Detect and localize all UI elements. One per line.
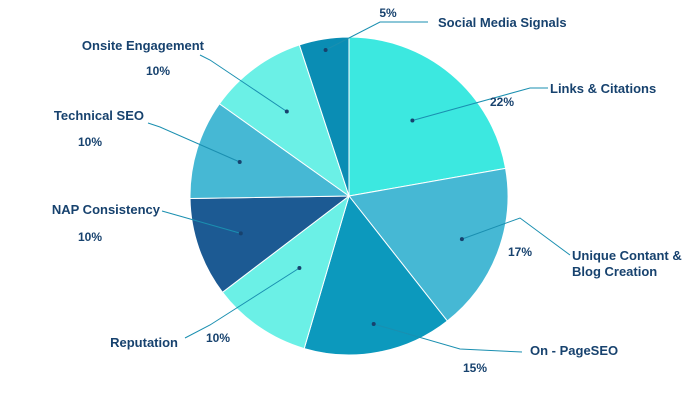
leader-line-links-citations <box>412 87 548 121</box>
leader-line-on-pageseo <box>373 323 523 353</box>
leader-dot-links-citations <box>410 118 415 123</box>
slice-percent-reputation: 10% <box>206 331 230 345</box>
slice-label-technical-seo: Technical SEO <box>54 108 144 123</box>
pie-slice-social-media-signals <box>298 36 350 197</box>
leader-line-reputation <box>184 267 300 339</box>
slice-percent-onsite-engagement: 10% <box>146 64 170 78</box>
pie-slice-on-pageseo <box>303 194 448 356</box>
pie-slice-technical-seo <box>189 103 351 200</box>
leader-dot-onsite-engagement <box>284 109 289 114</box>
pie-slice-reputation <box>221 194 350 350</box>
slice-label-unique-contant-blog-creation: Unique Contant & Blog Creation <box>572 248 682 279</box>
slice-percent-links-citations: 22% <box>490 95 514 109</box>
pie-slice-nap-consistency <box>189 195 351 293</box>
slice-percent-on-pageseo: 15% <box>463 361 487 375</box>
leader-line-unique-contant-blog-creation <box>461 217 571 256</box>
leader-dot-on-pageseo <box>371 322 376 326</box>
leader-line-technical-seo <box>147 122 240 163</box>
leader-dot-nap-consistency <box>238 231 243 236</box>
pie-slices <box>189 36 509 356</box>
slice-percent-technical-seo: 10% <box>78 135 102 149</box>
slice-label-onsite-engagement: Onsite Engagement <box>82 38 205 53</box>
slice-label-social-media-signals: Social Media Signals <box>438 15 567 30</box>
leader-lines <box>147 21 571 353</box>
slice-percent-social-media-signals: 5% <box>379 6 397 20</box>
slice-label-on-pageseo: On - PageSEO <box>530 343 618 358</box>
leader-dot-technical-seo <box>237 160 242 164</box>
slice-percent-unique-contant-blog-creation: 17% <box>508 245 532 259</box>
pie-slice-unique-contant-blog-creation <box>348 167 509 322</box>
pie-slice-onsite-engagement <box>218 44 350 198</box>
leader-dot-unique-contant-blog-creation <box>459 237 464 242</box>
leader-line-nap-consistency <box>161 210 241 234</box>
slice-percent-nap-consistency: 10% <box>78 230 102 244</box>
leader-dot-reputation <box>297 266 302 270</box>
slice-labels: Links & Citations 22% Unique Contant & Blog… <box>52 6 682 375</box>
slice-label-nap-consistency: NAP Consistency <box>52 202 161 217</box>
leader-dot-social-media-signals <box>323 48 328 52</box>
leader-line-onsite-engagement <box>199 54 288 112</box>
slice-label-links-citations: Links & Citations <box>550 81 656 96</box>
slice-label-reputation: Reputation <box>110 335 178 350</box>
leader-line-social-media-signals <box>325 21 428 51</box>
